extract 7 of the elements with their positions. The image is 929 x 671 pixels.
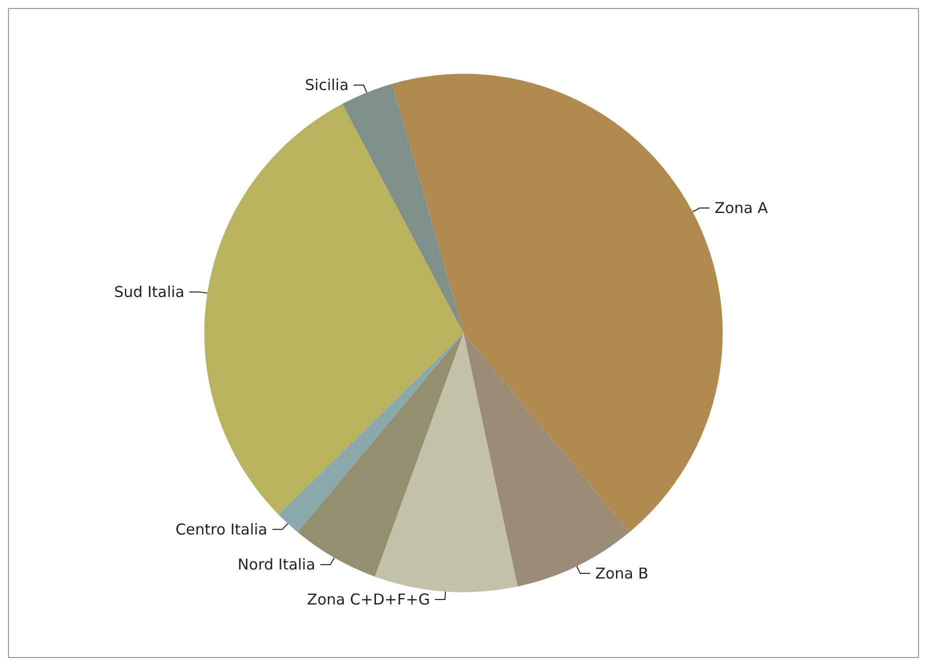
- slice-label: Nord Italia: [238, 556, 316, 574]
- slice-label: Zona B: [595, 564, 648, 582]
- slice-label: Centro Italia: [175, 520, 268, 538]
- slice-label: Zona C+D+F+G: [307, 590, 430, 609]
- slice-label: Zona A: [714, 199, 769, 218]
- slice-label: Sud Italia: [114, 282, 184, 301]
- slice-label: Sicilia: [305, 76, 349, 94]
